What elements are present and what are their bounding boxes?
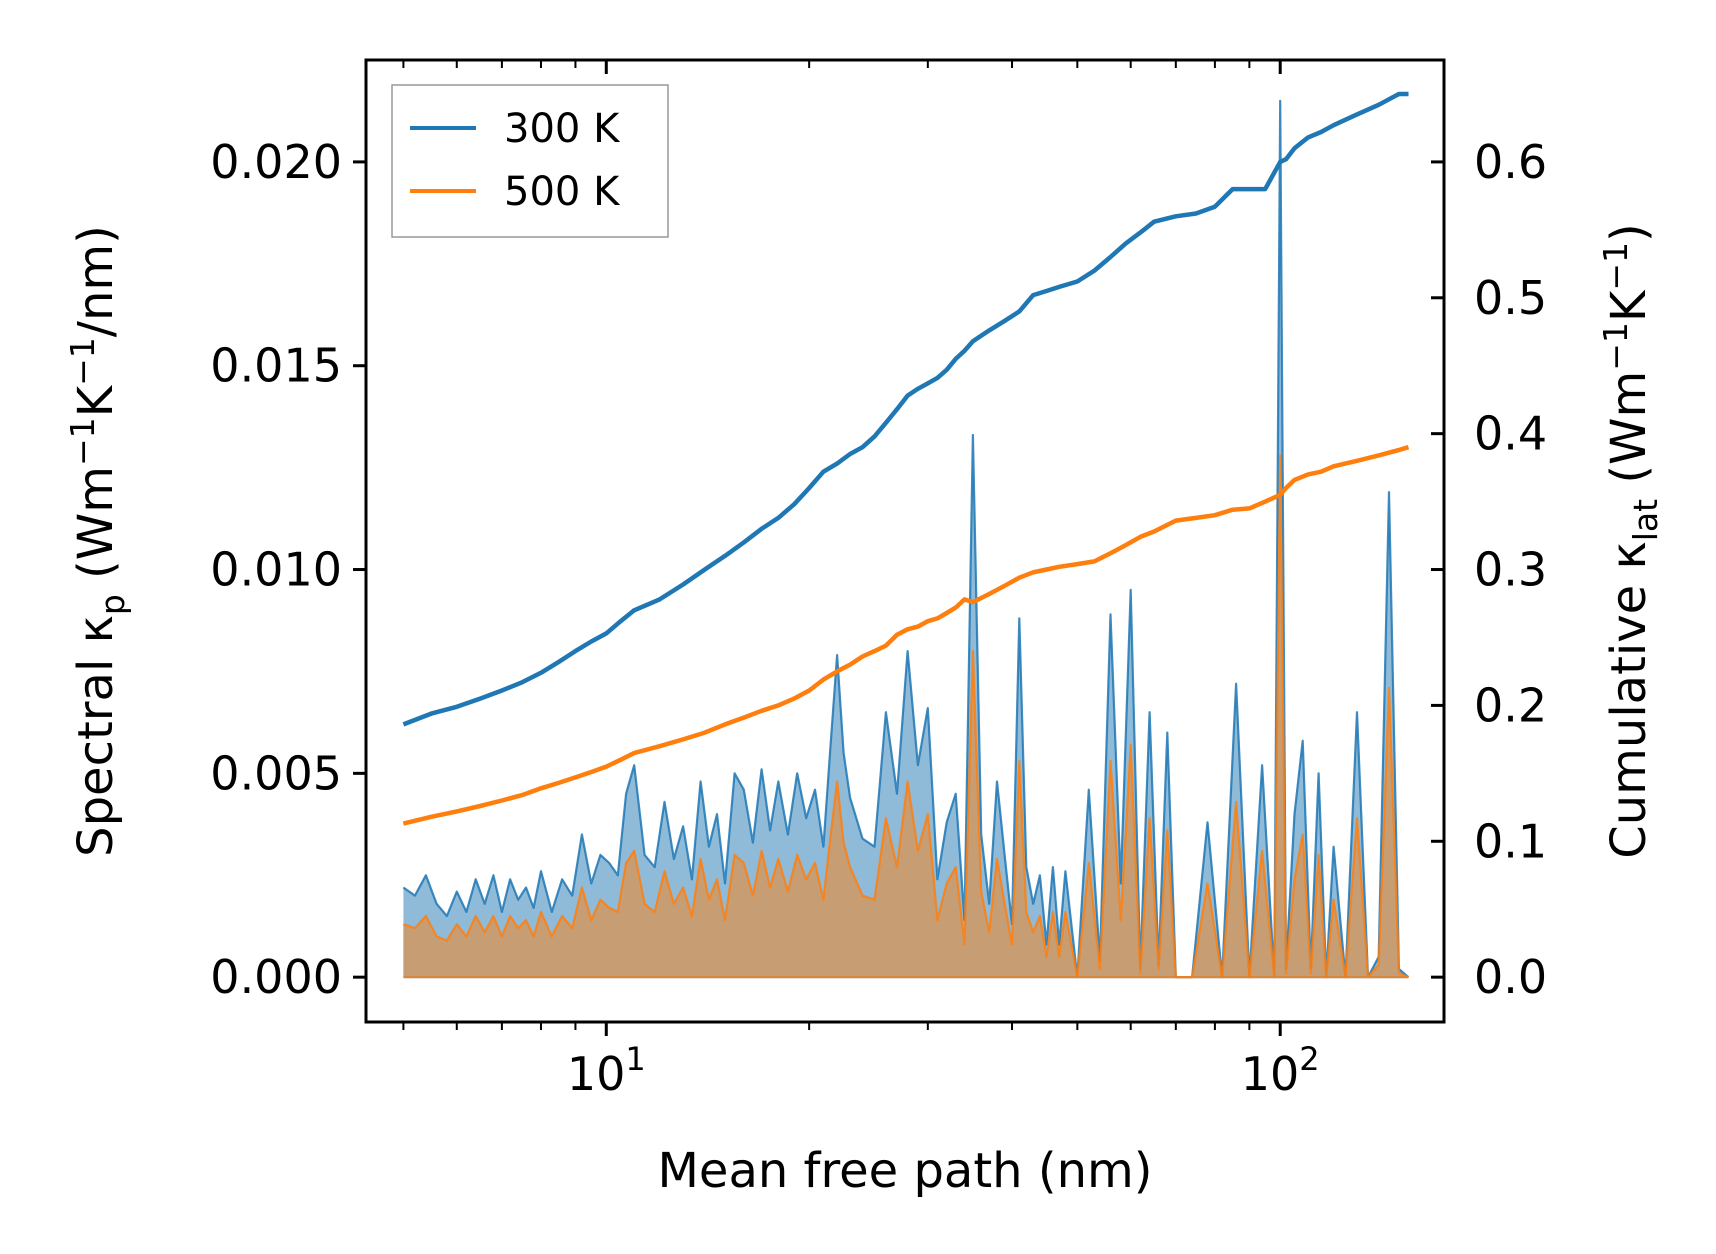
right-tick-label-6: 0.6 — [1474, 135, 1547, 189]
legend: 300 K 500 K — [391, 84, 669, 238]
legend-box — [391, 84, 669, 238]
left-tick-label-1: 0.005 — [210, 746, 342, 800]
spectral-line-1 — [403, 454, 1409, 979]
right-tick-label-2: 0.2 — [1474, 678, 1547, 732]
spectral-line-0 — [402, 99, 1410, 979]
cumulative-line-1 — [402, 445, 1410, 826]
legend-label-300k: 300 K — [504, 106, 621, 152]
left-tick-label-4: 0.020 — [210, 135, 342, 189]
x-axis-title: Mean free path (nm) — [658, 1143, 1153, 1199]
right-tick-label-0: 0.0 — [1474, 950, 1547, 1004]
left-tick-label-2: 0.010 — [210, 543, 342, 597]
left-axis: 0.000 0.005 0.010 0.015 0.020 — [210, 135, 366, 1004]
left-axis-title: Spectral κp (Wm−1K−1/nm) — [63, 225, 132, 857]
axes-frame — [364, 58, 1446, 1024]
legend-label-500k: 500 K — [504, 169, 621, 215]
x-tick-label-1: 102 — [1241, 1040, 1320, 1101]
left-tick-label-0: 0.000 — [210, 950, 342, 1004]
left-axis-title-subscript: p — [93, 594, 132, 615]
x-tick-label-0: 101 — [567, 1040, 646, 1101]
right-tick-label-5: 0.5 — [1474, 271, 1547, 325]
plot-area — [402, 91, 1410, 979]
x-axis: 101 102 — [402, 60, 1320, 1101]
left-tick-label-3: 0.015 — [210, 339, 342, 393]
cumulative-line-0 — [402, 91, 1409, 727]
right-tick-label-1: 0.1 — [1474, 814, 1547, 868]
right-tick-label-4: 0.4 — [1474, 407, 1547, 461]
right-axis-title-subscript: lat — [1626, 499, 1665, 541]
right-axis-title: Cumulative κlat (Wm−1K−1) — [1596, 223, 1665, 859]
right-tick-label-3: 0.3 — [1474, 543, 1547, 597]
right-axis: 0.0 0.1 0.2 0.3 0.4 0.5 0.6 — [1431, 135, 1547, 1004]
